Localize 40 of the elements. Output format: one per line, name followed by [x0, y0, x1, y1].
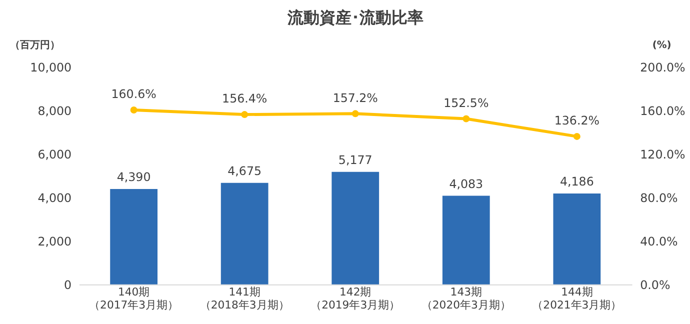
point	[462, 115, 470, 122]
data-label: 4,083	[449, 176, 484, 191]
x-tick-label: 143期（2020年3月期）	[421, 286, 511, 312]
y-tick-label: 10,000	[30, 60, 72, 75]
y-tick-label: 4,000	[38, 190, 72, 205]
data-label: 152.5%	[444, 96, 489, 110]
y2-tick-label: 40.0%	[640, 234, 678, 248]
x-tick-label: 142期（2019年3月期）	[310, 286, 400, 312]
data-label: 4,390	[116, 170, 151, 184]
y2-tick-label: 200.0%	[640, 60, 686, 75]
y2-tick-label: 0.0%	[640, 278, 670, 292]
bar	[220, 182, 268, 284]
y-tick-label: 0	[64, 278, 72, 292]
data-label: 4,186	[560, 174, 594, 189]
bar	[332, 172, 380, 284]
y2-tick-label: 120.0%	[640, 148, 686, 162]
point	[352, 110, 359, 118]
chart-title: 流動資産･流動比率	[286, 8, 424, 27]
y2-tick-label: 80.0%	[640, 190, 678, 205]
bar	[553, 193, 601, 284]
point	[573, 132, 580, 140]
bar	[110, 189, 158, 284]
x-tick-label: 140期（2017年3月期）	[89, 286, 179, 312]
x-tick-label: 141期（2018年3月期）	[200, 286, 290, 312]
x-tick-label: 144期（2021年3月期）	[532, 286, 622, 312]
y2-axis-title: (%)	[652, 40, 672, 51]
y-tick-label: 8,000	[38, 104, 72, 118]
y-axis-title: （百万円）	[10, 40, 60, 51]
bar	[442, 196, 490, 284]
data-label: 160.6%	[111, 87, 156, 102]
y-tick-label: 6,000	[38, 148, 72, 162]
point	[241, 111, 248, 118]
data-label: 5,177	[338, 153, 372, 168]
data-label: 157.2%	[332, 90, 378, 105]
y2-tick-label: 160.0%	[640, 104, 686, 118]
y-tick-label: 2,000	[38, 234, 72, 248]
data-label: 156.4%	[222, 92, 268, 106]
data-label: 4,675	[228, 164, 262, 178]
point	[130, 106, 138, 114]
data-label: 136.2%	[554, 114, 600, 128]
